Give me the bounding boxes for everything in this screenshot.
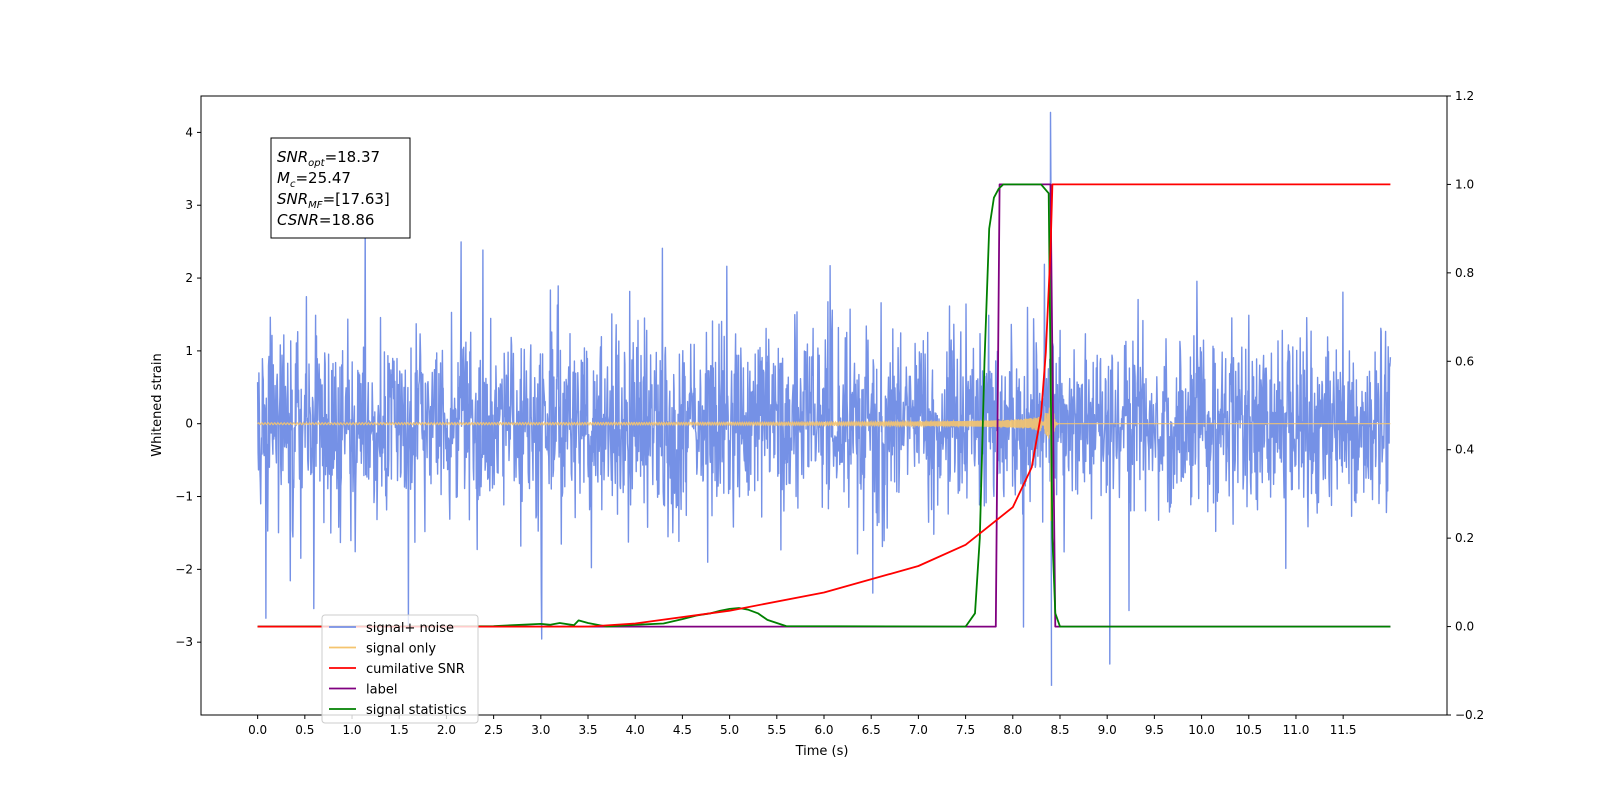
x-tick-label: 8.0 <box>1003 723 1022 737</box>
legend-label: signal only <box>366 642 436 657</box>
x-tick-label: 3.0 <box>531 723 550 737</box>
legend-frame <box>321 614 479 724</box>
x-axis-label: Time (s) <box>795 744 849 759</box>
series-signal-statistics <box>257 183 1391 628</box>
series-label <box>257 183 1391 628</box>
y-right-tick-label: −0.2 <box>1455 708 1484 722</box>
x-tick-label: 9.0 <box>1098 723 1117 737</box>
x-tick-label: 5.5 <box>767 723 786 737</box>
y-axis-right: −0.2 0.0 0.2 0.4 0.6 0.8 1.0 1.2 <box>1447 89 1484 722</box>
y-left-tick-label: 4 <box>185 125 193 139</box>
x-tick-label: 0.0 <box>248 723 267 737</box>
y-axis-label-left: Whitened strain <box>150 353 165 456</box>
legend-label: cumilative SNR <box>366 662 465 677</box>
series-signal-noise <box>256 111 1392 686</box>
plot-layer <box>256 111 1392 686</box>
y-right-tick-label: 0.8 <box>1455 266 1474 280</box>
x-tick-label: 6.0 <box>814 723 833 737</box>
x-tick-label: 4.0 <box>626 723 645 737</box>
x-axis: 0.0 0.5 1.0 1.5 2.0 2.5 3.0 3.5 4.0 4.5 5.0 5.5 6.0 6… <box>248 715 1357 737</box>
y-right-tick-label: 0.6 <box>1455 354 1474 368</box>
y-left-tick-label: 0 <box>185 417 193 431</box>
x-tick-label: 3.5 <box>578 723 597 737</box>
x-tick-label: 7.5 <box>956 723 975 737</box>
y-right-tick-label: 0.0 <box>1455 620 1474 634</box>
x-tick-label: 2.0 <box>437 723 456 737</box>
x-tick-label: 11.0 <box>1283 723 1310 737</box>
annotation-line: SNRopt=18.37 <box>277 148 380 169</box>
annotation-frame <box>270 137 411 239</box>
y-left-tick-label: −1 <box>175 490 193 504</box>
x-tick-label: 10.5 <box>1235 723 1262 737</box>
x-tick-label: 1.5 <box>390 723 409 737</box>
y-right-tick-label: 1.2 <box>1455 89 1474 103</box>
series-cumulative-snr <box>257 183 1391 628</box>
x-tick-label: 0.5 <box>295 723 314 737</box>
x-tick-label: 6.5 <box>862 723 881 737</box>
x-tick-label: 5.0 <box>720 723 739 737</box>
annotation-box: SNRopt=18.37Mc=25.47SNRMF=[17.63]CSNR=18… <box>270 137 411 239</box>
legend: signal+ noise signal only cumilative SNR la… <box>321 614 479 724</box>
y-axis-left: −3 −2 −1 0 1 2 3 4 <box>175 125 201 649</box>
x-tick-label: 4.5 <box>673 723 692 737</box>
x-tick-label: 2.5 <box>484 723 503 737</box>
annotation-line: SNRMF=[17.63] <box>277 190 390 211</box>
legend-label: label <box>366 683 397 698</box>
y-left-tick-label: −2 <box>175 562 193 576</box>
legend-label: signal+ noise <box>366 621 454 636</box>
annotation-line: Mc=25.47 <box>277 169 351 190</box>
x-tick-label: 1.0 <box>342 723 361 737</box>
series-signal-only <box>257 190 1391 522</box>
x-tick-label: 8.5 <box>1050 723 1069 737</box>
y-left-tick-label: 2 <box>185 271 193 285</box>
annotation-line: CSNR=18.86 <box>277 211 374 229</box>
x-tick-label: 11.5 <box>1330 723 1357 737</box>
y-left-tick-label: 1 <box>185 344 193 358</box>
x-tick-label: 10.0 <box>1188 723 1215 737</box>
y-right-tick-label: 0.4 <box>1455 443 1474 457</box>
y-right-tick-label: 1.0 <box>1455 177 1474 191</box>
y-right-tick-label: 0.2 <box>1455 531 1474 545</box>
x-tick-label: 7.0 <box>909 723 928 737</box>
legend-label: signal statistics <box>366 703 467 718</box>
x-tick-label: 9.5 <box>1145 723 1164 737</box>
y-left-tick-label: −3 <box>175 635 193 649</box>
y-left-tick-label: 3 <box>185 198 193 212</box>
